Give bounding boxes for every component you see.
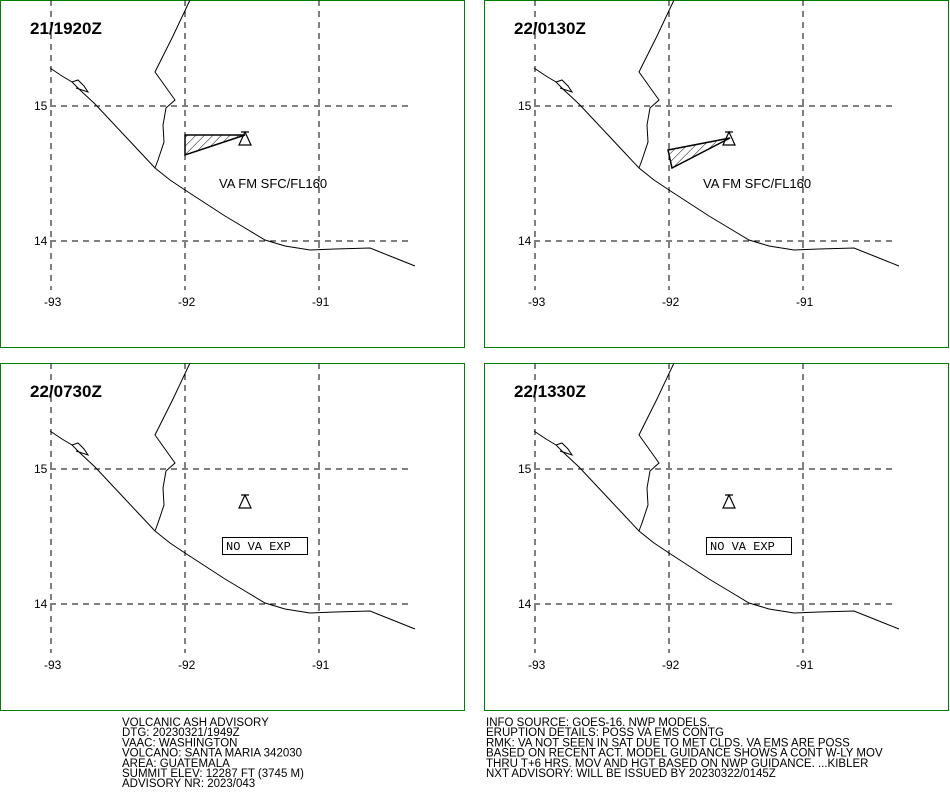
advisory-line: SUMMIT ELEV: 12287 FT (3745 M) bbox=[122, 768, 304, 780]
advisory-line: ERUPTION DETAILS: POSS VA EMS CONTG bbox=[486, 727, 724, 739]
advisory-line: VAAC: WASHINGTON bbox=[122, 737, 237, 749]
ash-label: VA FM SFC/FL160 bbox=[703, 176, 811, 191]
annotation: NO VA EXP bbox=[710, 540, 775, 554]
coast-detail bbox=[71, 79, 90, 93]
border bbox=[638, 0, 675, 169]
advisory-line: ADVISORY NR: 2023/043 bbox=[122, 778, 255, 790]
map-panel: 15 14 -93 -92 -91 22/1330Z NO VA EXP bbox=[484, 362, 949, 711]
valid-time: 22/0130Z bbox=[514, 19, 586, 38]
advisory-line: VOLCANIC ASH ADVISORY bbox=[122, 717, 269, 729]
annotation-box bbox=[222, 537, 308, 555]
map-panel: 15 14 -93 -92 -91 21/1920Z VA FM SFC/FL160 bbox=[0, 0, 465, 348]
coastline bbox=[49, 67, 416, 267]
panel-frame bbox=[0, 363, 465, 711]
longitude-label: -93 bbox=[44, 295, 62, 309]
longitude-label: -91 bbox=[796, 295, 814, 309]
coast-detail bbox=[555, 442, 574, 456]
volcano-symbol bbox=[722, 493, 736, 509]
advisory-line: BASED ON RECENT ACT. MODEL GUIDANCE SHOW… bbox=[486, 748, 883, 760]
panel-frame bbox=[0, 0, 465, 348]
coastline bbox=[49, 430, 416, 630]
border bbox=[638, 362, 675, 532]
latitude-label: 14 bbox=[518, 234, 532, 248]
coast-detail bbox=[555, 79, 574, 93]
valid-time: 22/0730Z bbox=[30, 382, 102, 401]
latitude-label: 15 bbox=[518, 462, 532, 476]
annotation: NO VA EXP bbox=[226, 540, 291, 554]
map-panel: 15 14 -93 -92 -91 22/0730Z NO VA EXP bbox=[0, 362, 465, 711]
advisory-line: AREA: GUATEMALA bbox=[122, 758, 230, 770]
longitude-label: -92 bbox=[662, 295, 680, 309]
ash-cloud bbox=[667, 137, 731, 170]
latitude-label: 15 bbox=[34, 99, 48, 113]
latitude-label: 14 bbox=[34, 234, 48, 248]
volcano-symbol bbox=[722, 130, 736, 146]
border bbox=[154, 362, 191, 532]
longitude-label: -91 bbox=[796, 658, 814, 672]
ash-label: VA FM SFC/FL160 bbox=[219, 176, 327, 191]
latitude-label: 15 bbox=[34, 462, 48, 476]
latitude-label: 14 bbox=[518, 597, 532, 611]
coastline bbox=[533, 430, 900, 630]
advisory-line: NXT ADVISORY: WILL BE ISSUED BY 20230322… bbox=[486, 768, 776, 780]
border bbox=[154, 0, 191, 169]
coastline bbox=[533, 67, 900, 267]
ash-cloud bbox=[184, 134, 246, 157]
longitude-label: -91 bbox=[312, 295, 330, 309]
valid-time: 22/1330Z bbox=[514, 382, 586, 401]
map-panel: 15 14 -93 -92 -91 22/0130Z VA FM SFC/FL160 bbox=[484, 0, 949, 348]
longitude-label: -92 bbox=[178, 658, 196, 672]
volcano-symbol bbox=[238, 493, 252, 509]
panel-frame bbox=[484, 363, 949, 711]
longitude-label: -91 bbox=[312, 658, 330, 672]
advisory-line: DTG: 20230321/1949Z bbox=[122, 727, 240, 739]
advisory-line: RMK: VA NOT SEEN IN SAT DUE TO MET CLDS.… bbox=[486, 737, 850, 749]
valid-time: 21/1920Z bbox=[30, 19, 102, 38]
longitude-label: -93 bbox=[44, 658, 62, 672]
latitude-label: 15 bbox=[518, 99, 532, 113]
advisory-line: THRU T+6 HRS. MOV AND HGT BASED ON NWP G… bbox=[486, 758, 868, 770]
coast-detail bbox=[71, 442, 90, 456]
longitude-label: -93 bbox=[528, 295, 546, 309]
advisory-line: VOLCANO: SANTA MARIA 342030 bbox=[122, 748, 302, 760]
advisory-line: INFO SOURCE: GOES-16. NWP MODELS. bbox=[486, 717, 710, 729]
volcano-symbol bbox=[238, 130, 252, 146]
panel-frame bbox=[484, 0, 949, 348]
longitude-label: -92 bbox=[662, 658, 680, 672]
longitude-label: -93 bbox=[528, 658, 546, 672]
annotation-box bbox=[706, 537, 792, 555]
latitude-label: 14 bbox=[34, 597, 48, 611]
longitude-label: -92 bbox=[178, 295, 196, 309]
